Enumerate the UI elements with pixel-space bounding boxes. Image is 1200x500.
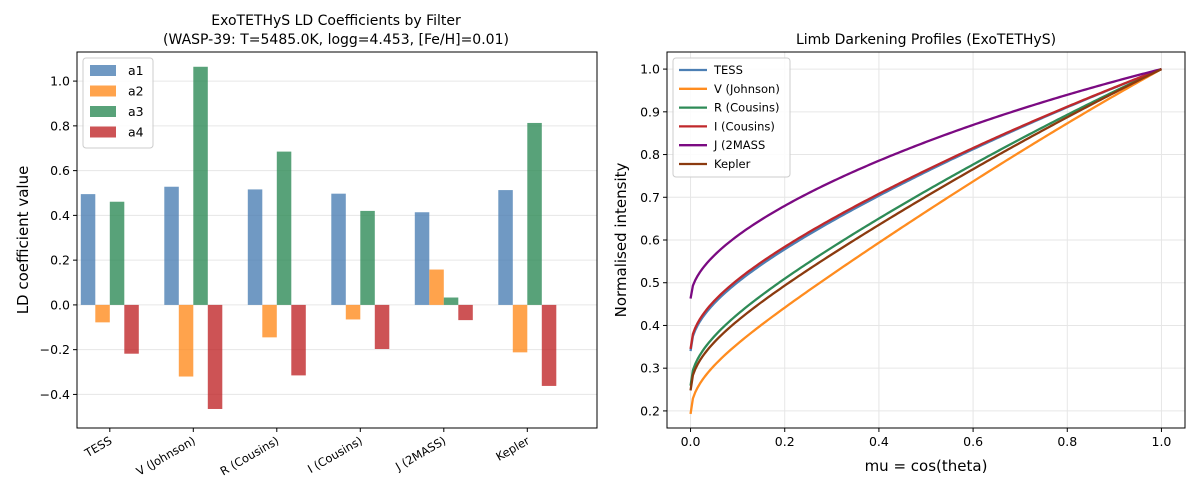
line-5 xyxy=(689,68,1162,391)
bar-a2-5 xyxy=(512,304,528,353)
line-chart-y-tick-label: 1.0 xyxy=(640,62,660,77)
bar-a1-3 xyxy=(331,193,346,305)
bar-a3-4 xyxy=(443,297,459,305)
bar-a3-1 xyxy=(193,66,208,305)
bar-chart-y-tick-label: −0.4 xyxy=(40,387,70,402)
line-1 xyxy=(689,68,1163,415)
bar-chart-y-tick-label: 0.4 xyxy=(50,208,70,223)
bar-chart-legend-label: a4 xyxy=(128,125,144,140)
line-chart-legend-label: J (2MASS xyxy=(713,138,765,152)
line-chart-y-tick-label: 0.5 xyxy=(640,275,660,290)
bar-a1-4 xyxy=(414,212,430,305)
line-3 xyxy=(689,68,1162,350)
line-chart-y-ticks: 0.2 0.3 0.4 0.5 0.6 0.7 0.8 0.9 1.0 xyxy=(640,62,667,418)
bar-a1-5 xyxy=(498,190,513,305)
line-chart-legend-label: Kepler xyxy=(714,157,751,171)
bar-a4-4 xyxy=(458,304,473,321)
limb-darkening-line-chart: Limb Darkening Profiles (ExoTETHyS) 0.20… xyxy=(612,32,1186,475)
bar-chart-title: ExoTETHyS LD Coefficients by Filter xyxy=(211,13,461,29)
bar-a2-1 xyxy=(178,304,194,377)
bar-chart-legend-swatch xyxy=(90,106,116,117)
bar-chart-legend-label: a3 xyxy=(128,104,144,119)
bar-chart-y-tick-label: 0.2 xyxy=(50,253,70,268)
bar-chart-subtitle: (WASP-39: T=5485.0K, logg=4.453, [Fe/H]=… xyxy=(163,32,509,48)
bar-chart-y-tick-label: 0.6 xyxy=(50,163,70,178)
line-chart-x-ticks: 0.0 0.2 0.4 0.6 0.8 1.0 xyxy=(681,428,1172,449)
bar-a4-1 xyxy=(207,304,223,409)
line-chart-x-tick-label: 1.0 xyxy=(1152,434,1172,449)
bar-a3-2 xyxy=(276,151,292,305)
bar-a4-0 xyxy=(124,304,139,354)
line-chart-title: Limb Darkening Profiles (ExoTETHyS) xyxy=(796,32,1056,48)
bar-a1-0 xyxy=(80,194,96,305)
bar-a4-5 xyxy=(541,304,557,386)
bar-chart-legend-swatch xyxy=(90,65,116,76)
bar-chart-y-axis-label: LD coefficient value xyxy=(14,166,32,315)
bar-chart-y-tick-label: 0.8 xyxy=(50,118,70,133)
line-chart-y-tick-label: 0.6 xyxy=(640,233,660,248)
line-chart-legend: TESS V (Johnson) R (Cousins) I (Cousins) J (… xyxy=(672,57,791,178)
bar-chart-x-tick-label: I (Cousins) xyxy=(305,433,365,476)
bar-chart-x-ticks: TESS V (Johnson) R (Cousins) I (Cousins) J (… xyxy=(81,428,532,479)
bar-a2-0 xyxy=(95,304,110,323)
bar-chart-y-tick-label: −0.2 xyxy=(40,342,70,357)
line-chart-legend-label: TESS xyxy=(713,63,743,77)
bar-chart-legend-swatch xyxy=(90,85,116,97)
line-2 xyxy=(689,68,1162,386)
bar-chart-x-tick-label: Kepler xyxy=(493,433,532,463)
bar-chart-x-tick-label: J (2MASS) xyxy=(392,433,448,473)
bar-chart-legend-swatch xyxy=(90,126,116,138)
line-chart-y-tick-label: 0.7 xyxy=(640,190,660,205)
ld-coefficients-bar-chart: ExoTETHyS LD Coefficients by Filter (WAS… xyxy=(14,13,598,479)
bar-a4-3 xyxy=(374,304,390,349)
line-chart-series xyxy=(689,67,1163,415)
bar-chart-y-ticks: −0.4 −0.2 0.0 0.2 0.4 0.6 0.8 1.0 xyxy=(40,74,77,402)
bar-chart-x-tick-label: TESS xyxy=(81,433,114,460)
line-chart-y-tick-label: 0.8 xyxy=(640,147,660,162)
bar-chart-x-tick-label: R (Cousins) xyxy=(218,433,282,478)
bar-chart-bars xyxy=(80,66,557,409)
line-chart-x-tick-label: 0.4 xyxy=(869,434,889,449)
bar-a4-2 xyxy=(291,304,306,376)
line-chart-y-tick-label: 0.9 xyxy=(640,104,660,119)
bar-chart-plot-frame xyxy=(76,51,598,429)
line-chart-x-tick-label: 0.0 xyxy=(681,434,701,449)
line-4 xyxy=(689,67,1162,299)
bar-chart-y-tick-label: 0.0 xyxy=(50,297,70,312)
line-chart-legend-label: R (Cousins) xyxy=(714,101,779,115)
line-chart-legend-label: V (Johnson) xyxy=(714,82,780,96)
line-chart-x-axis-label: mu = cos(theta) xyxy=(865,457,988,475)
bar-a3-3 xyxy=(360,210,375,305)
bar-a3-0 xyxy=(109,201,125,305)
bar-a2-3 xyxy=(345,304,361,320)
bar-chart-y-tick-label: 1.0 xyxy=(50,74,70,89)
bar-a3-5 xyxy=(527,122,542,305)
bar-chart-legend: a1 a2 a3 a4 xyxy=(82,57,154,149)
line-chart-y-axis-label: Normalised intensity xyxy=(612,162,630,317)
line-chart-x-tick-label: 0.2 xyxy=(775,434,795,449)
line-chart-y-tick-label: 0.3 xyxy=(640,361,660,376)
bar-chart-legend-label: a2 xyxy=(128,84,144,99)
line-chart-x-tick-label: 0.6 xyxy=(963,434,983,449)
bar-a2-4 xyxy=(429,269,444,305)
bar-a2-2 xyxy=(262,304,277,338)
line-chart-legend-label: I (Cousins) xyxy=(714,119,775,133)
bar-a1-2 xyxy=(247,189,263,305)
line-chart-y-tick-label: 0.4 xyxy=(640,318,660,333)
bar-chart-legend-label: a1 xyxy=(128,63,144,78)
bar-chart-legend-box xyxy=(82,57,154,149)
bar-a1-1 xyxy=(164,186,179,305)
bar-chart-x-tick-label: V (Johnson) xyxy=(134,433,198,478)
line-chart-y-tick-label: 0.2 xyxy=(640,403,660,418)
line-chart-x-tick-label: 0.8 xyxy=(1057,434,1077,449)
